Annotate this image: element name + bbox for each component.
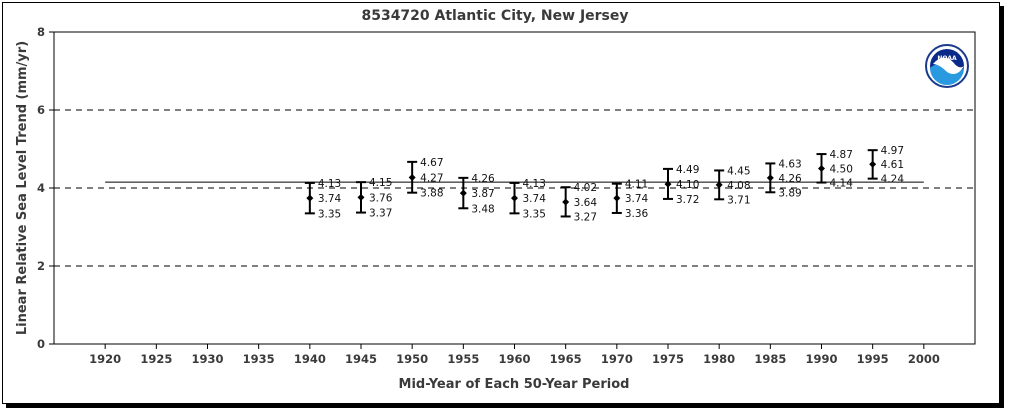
label-lower-1965: 3.27	[574, 211, 597, 223]
data-point-1980: 4.45 4.08 3.71	[714, 165, 751, 206]
x-tick-label-1990: 1990	[805, 352, 837, 366]
label-upper-1985: 4.63	[778, 158, 801, 170]
data-point-1960: 4.13 3.74 3.35	[509, 178, 547, 220]
x-tick-label-1995: 1995	[857, 352, 889, 366]
data-point-1950: 4.67 4.27 3.88	[407, 157, 444, 200]
label-upper-1940: 4.13	[318, 178, 341, 190]
label-upper-1950: 4.67	[420, 157, 443, 169]
label-value-1985: 4.26	[778, 173, 802, 185]
label-value-1950: 4.27	[420, 172, 443, 184]
x-tick-label-1970: 1970	[601, 352, 633, 366]
y-tick-label-6: 6	[37, 103, 45, 117]
point-marker-1945	[357, 193, 365, 201]
label-lower-1940: 3.35	[318, 208, 341, 220]
x-tick-label-1950: 1950	[396, 352, 428, 366]
label-lower-1960: 3.35	[523, 208, 546, 220]
x-tick-label-1935: 1935	[243, 352, 275, 366]
noaa-logo: NOAA	[925, 44, 969, 88]
label-lower-1990: 4.14	[830, 178, 854, 190]
label-upper-1955: 4.26	[471, 173, 495, 185]
label-value-1970: 3.74	[625, 193, 649, 205]
label-value-1960: 3.74	[523, 193, 547, 205]
x-tick-label-1985: 1985	[754, 352, 786, 366]
x-axis-label: Mid-Year of Each 50-Year Period	[399, 377, 630, 392]
y-tick-label-2: 2	[37, 259, 45, 273]
label-upper-1945: 4.15	[369, 177, 392, 189]
data-point-1945: 4.15 3.76 3.37	[356, 177, 393, 220]
chart-frame	[2, 2, 1000, 404]
label-value-1945: 3.76	[369, 192, 393, 204]
point-marker-1965	[562, 198, 570, 206]
label-value-1965: 3.64	[574, 197, 598, 209]
label-upper-1980: 4.45	[727, 165, 750, 177]
label-value-1995: 4.61	[881, 159, 904, 171]
x-tick-label-1965: 1965	[550, 352, 582, 366]
data-point-1975: 4.49 4.10 3.72	[663, 164, 699, 206]
label-lower-1985: 3.89	[778, 187, 801, 199]
point-marker-1940	[306, 194, 314, 202]
point-marker-1975	[664, 180, 672, 188]
label-upper-1975: 4.49	[676, 164, 699, 176]
label-lower-1945: 3.37	[369, 208, 392, 220]
x-tick-label-1980: 1980	[703, 352, 735, 366]
svg-text:NOAA: NOAA	[937, 55, 957, 62]
x-tick-label-1960: 1960	[498, 352, 530, 366]
point-marker-1990	[818, 165, 825, 172]
label-value-1980: 4.08	[727, 180, 750, 192]
point-marker-1970	[613, 194, 621, 202]
data-point-1985: 4.63 4.26 3.89	[765, 158, 802, 199]
y-tick-label-8: 8	[37, 25, 45, 39]
x-axis: 1920 1925 1930 1935 1940 1945 1950 1955 1960 1965…	[89, 344, 940, 366]
label-value-1955: 3.87	[471, 188, 494, 200]
y-axis: 0 2 4 6 8	[37, 25, 54, 351]
data-point-1955: 4.26 3.87 3.48	[458, 173, 495, 215]
x-tick-label-1945: 1945	[345, 352, 377, 366]
label-value-1940: 3.74	[318, 193, 342, 205]
y-tick-label-0: 0	[37, 337, 45, 351]
label-upper-1960: 4.13	[523, 178, 546, 190]
point-marker-1950	[408, 173, 416, 181]
x-tick-label-2000: 2000	[908, 352, 940, 366]
x-tick-label-1930: 1930	[191, 352, 223, 366]
x-tick-label-1940: 1940	[294, 352, 326, 366]
label-lower-1980: 3.71	[727, 194, 750, 206]
data-point-1965: 4.02 3.64 3.27	[560, 182, 598, 223]
label-upper-1990: 4.87	[830, 149, 853, 161]
y-tick-label-4: 4	[37, 181, 45, 195]
x-tick-label-1925: 1925	[140, 352, 172, 366]
label-lower-1950: 3.88	[420, 188, 443, 200]
x-tick-label-1920: 1920	[89, 352, 121, 366]
label-lower-1955: 3.48	[471, 203, 494, 215]
label-value-1990: 4.50	[830, 164, 853, 176]
point-marker-1985	[766, 174, 774, 182]
y-axis-label: Linear Relative Sea Level Trend (mm/yr)	[15, 41, 30, 335]
label-lower-1970: 3.36	[625, 208, 649, 220]
point-marker-1995	[869, 160, 877, 168]
label-upper-1970: 4.11	[625, 179, 648, 191]
x-tick-label-1975: 1975	[652, 352, 684, 366]
label-upper-1995: 4.97	[881, 145, 904, 157]
label-upper-1965: 4.02	[574, 182, 597, 194]
data-points: 4.13 3.74 3.35 4.15 3.76 3.37 4.67 4.27 3.88 4.26…	[304, 145, 905, 223]
x-tick-label-1955: 1955	[447, 352, 479, 366]
label-value-1975: 4.10	[676, 179, 699, 191]
chart-title: 8534720 Atlantic City, New Jersey	[361, 8, 628, 24]
point-marker-1955	[459, 189, 467, 197]
data-point-1970: 4.11 3.74 3.36	[611, 179, 649, 220]
data-point-1990: 4.87 4.50 4.14	[816, 149, 854, 190]
data-point-1995: 4.97 4.61 4.24	[867, 145, 905, 186]
label-lower-1975: 3.72	[676, 194, 699, 206]
point-marker-1960	[511, 194, 518, 202]
data-point-1940: 4.13 3.74 3.35	[304, 178, 342, 220]
point-marker-1980	[715, 181, 723, 189]
label-lower-1995: 4.24	[881, 174, 905, 186]
